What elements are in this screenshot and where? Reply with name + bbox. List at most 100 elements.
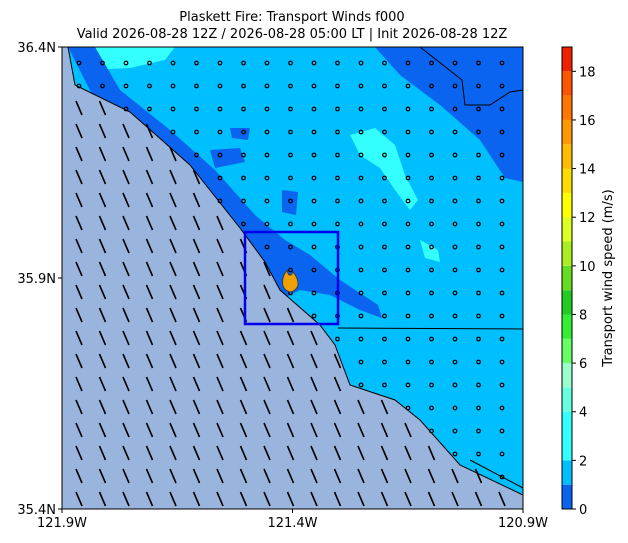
fire-box xyxy=(243,230,340,326)
calm-marker xyxy=(335,198,340,204)
x-tick-label: 121.4W xyxy=(267,516,317,531)
calm-marker xyxy=(311,175,317,181)
wind-barb xyxy=(310,491,318,507)
calm-marker xyxy=(499,451,505,457)
calm-marker xyxy=(288,83,293,89)
colorbar: 0 2 4 6 8 10 12 14 16 18 xyxy=(561,46,596,518)
wind-barb xyxy=(122,491,130,507)
calm-marker xyxy=(429,267,434,273)
calm-marker xyxy=(217,152,223,158)
wind-barb xyxy=(239,491,248,507)
wind-barb xyxy=(216,330,224,346)
colorbar-swatch xyxy=(562,95,572,120)
calm-marker xyxy=(288,198,293,204)
wind-barb xyxy=(98,491,107,507)
wind-barb xyxy=(357,445,365,461)
wind-barb xyxy=(380,445,389,461)
wind-barb xyxy=(75,238,83,254)
calm-marker xyxy=(452,405,458,411)
calm-marker xyxy=(499,382,505,388)
calm-marker xyxy=(476,267,481,273)
wind-barb xyxy=(145,422,154,438)
calm-marker xyxy=(264,198,270,204)
colorbar-swatch xyxy=(562,168,572,193)
wind-barb xyxy=(357,491,365,507)
calm-marker xyxy=(264,221,270,227)
calm-marker xyxy=(405,359,411,365)
wind-barb xyxy=(75,215,83,231)
calm-marker xyxy=(358,198,364,204)
wind-barb xyxy=(122,353,130,369)
calm-marker xyxy=(429,129,434,135)
wind-barb xyxy=(98,100,107,116)
wind-barb xyxy=(333,353,342,369)
wind-barb xyxy=(98,422,107,438)
calm-marker xyxy=(382,60,387,66)
calm-marker xyxy=(499,83,505,89)
wind-barb xyxy=(122,330,130,346)
wind-barb xyxy=(169,307,177,323)
colorbar-swatch xyxy=(562,411,572,437)
wind-barb xyxy=(145,468,154,484)
wind-barb xyxy=(286,353,295,369)
calm-marker xyxy=(194,129,199,135)
wind-barb xyxy=(216,491,224,507)
calm-marker xyxy=(452,428,458,434)
wind-barb xyxy=(310,422,318,438)
calm-marker xyxy=(335,60,340,66)
calm-marker xyxy=(217,175,223,181)
calm-marker xyxy=(476,451,481,457)
wind-barb xyxy=(75,169,83,185)
wind-barb xyxy=(333,399,342,415)
calm-marker xyxy=(288,221,293,227)
calm-marker xyxy=(335,221,340,227)
wind-barb xyxy=(357,422,365,438)
calm-marker xyxy=(241,175,246,181)
wind-barb xyxy=(286,307,295,323)
wind-barb xyxy=(192,307,201,323)
wind-barb xyxy=(192,238,201,254)
wind-barb xyxy=(169,238,177,254)
wind-barb xyxy=(263,330,271,346)
x-tick-label: 120.9W xyxy=(498,516,548,531)
calm-marker xyxy=(499,359,505,365)
calm-marker xyxy=(499,221,505,227)
calm-marker xyxy=(476,290,481,296)
wind-barb xyxy=(122,399,130,415)
colorbar-tick-label: 12 xyxy=(579,211,596,226)
wind-barb xyxy=(75,353,83,369)
colorbar-swatch xyxy=(562,387,572,412)
colorbar-tick-label: 0 xyxy=(579,503,587,518)
wind-barb xyxy=(122,215,130,231)
calm-marker xyxy=(499,428,505,434)
wind-barb xyxy=(75,100,83,116)
wind-barb xyxy=(169,445,177,461)
calm-marker xyxy=(382,359,387,365)
calm-marker xyxy=(476,428,481,434)
wind-barb xyxy=(192,330,201,346)
wind-barb xyxy=(310,353,318,369)
wind-barb xyxy=(169,146,177,162)
wind-zone xyxy=(420,240,440,262)
calm-marker xyxy=(264,60,270,66)
calm-marker xyxy=(382,290,387,296)
calm-marker xyxy=(429,290,434,296)
calm-marker xyxy=(476,313,481,319)
colorbar-label: Transport wind speed (m/s) xyxy=(601,189,616,367)
calm-marker xyxy=(311,129,317,135)
calm-marker xyxy=(264,244,270,250)
wind-barb xyxy=(75,399,83,415)
wind-barb xyxy=(145,284,154,300)
calm-marker xyxy=(311,60,317,66)
wind-barb xyxy=(216,238,224,254)
wind-barb xyxy=(216,422,224,438)
calm-marker xyxy=(476,129,481,135)
calm-marker xyxy=(100,83,105,89)
colorbar-swatch xyxy=(562,436,572,461)
wind-barb xyxy=(333,422,342,438)
calm-marker xyxy=(217,60,223,66)
calm-marker xyxy=(358,60,364,66)
calm-marker xyxy=(335,129,340,135)
calm-marker xyxy=(382,336,387,342)
calm-marker xyxy=(452,267,458,273)
